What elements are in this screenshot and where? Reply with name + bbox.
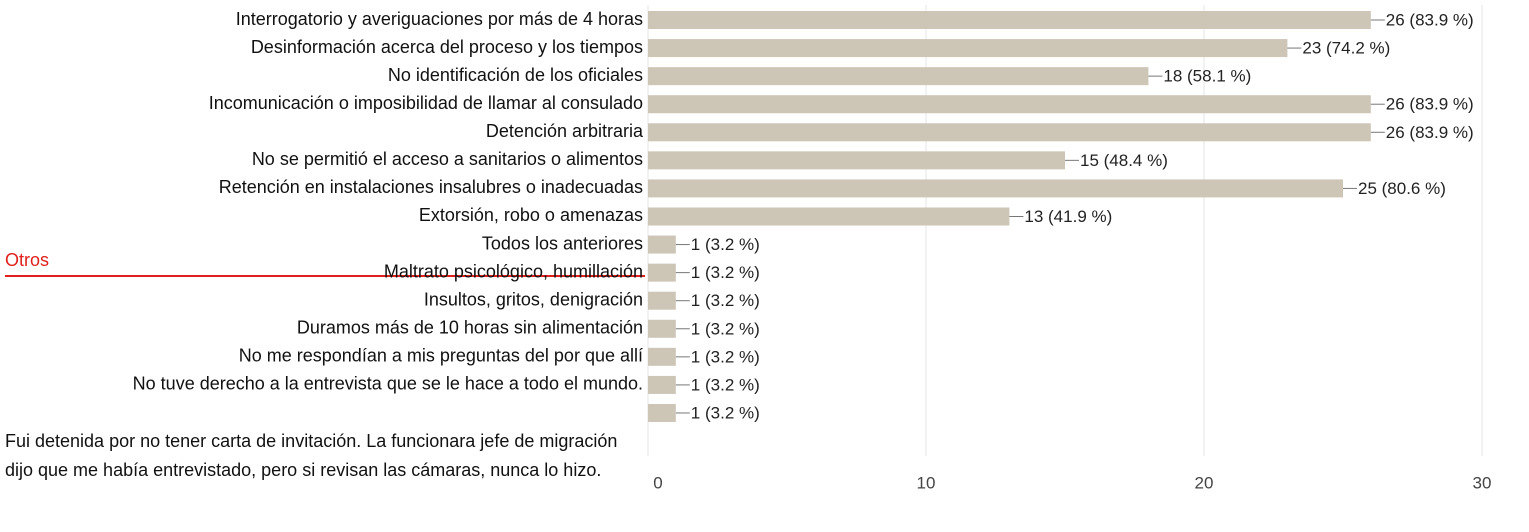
y-tick-label: Interrogatorio y averiguaciones por más … xyxy=(236,9,643,29)
y-tick-label: Extorsión, robo o amenazas xyxy=(419,205,643,225)
value-label: 1 (3.2 %) xyxy=(691,319,760,338)
bar xyxy=(648,263,676,282)
y-tick-label: Maltrato psicológico, humillación xyxy=(384,261,643,281)
bar xyxy=(648,207,1010,226)
bar xyxy=(648,151,1065,170)
y-tick-label: Todos los anteriores xyxy=(482,233,643,253)
bar xyxy=(648,347,676,366)
value-label: 1 (3.2 %) xyxy=(691,347,760,366)
x-tick-label: 20 xyxy=(1195,473,1214,492)
bar xyxy=(648,95,1371,114)
value-label: 13 (41.9 %) xyxy=(1024,207,1112,226)
bar xyxy=(648,11,1371,29)
x-tick-label: 0 xyxy=(653,473,662,492)
y-tick-label: Retención en instalaciones insalubres o … xyxy=(219,177,643,197)
value-label: 1 (3.2 %) xyxy=(691,403,760,422)
bar xyxy=(648,235,676,254)
bar xyxy=(648,291,676,310)
bar xyxy=(648,375,676,394)
value-label: 1 (3.2 %) xyxy=(691,235,760,254)
bar xyxy=(648,67,1149,86)
bar xyxy=(648,123,1371,142)
y-tick-label: No me respondían a mis preguntas del por… xyxy=(239,346,643,366)
bar xyxy=(648,179,1343,198)
y-tick-label: No se permitió el acceso a sanitarios o … xyxy=(252,149,643,169)
y-tick-label: No tuve derecho a la entrevista que se l… xyxy=(133,374,643,394)
y-tick-label: No identificación de los oficiales xyxy=(388,65,643,85)
annotation: Otros xyxy=(5,250,49,270)
value-label: 25 (80.6 %) xyxy=(1358,179,1446,198)
value-label: 1 (3.2 %) xyxy=(691,263,760,282)
y-tick-label: Insultos, gritos, denigración xyxy=(424,289,643,309)
value-label: 26 (83.9 %) xyxy=(1386,10,1474,29)
bar xyxy=(648,403,676,422)
value-label: 18 (58.1 %) xyxy=(1163,67,1251,86)
y-tick-label: Desinformación acerca del proceso y los … xyxy=(251,37,643,57)
x-tick-label: 10 xyxy=(917,473,936,492)
bar xyxy=(648,39,1288,58)
value-label: 26 (83.9 %) xyxy=(1386,95,1474,114)
y-tick-label: Detención arbitraria xyxy=(486,121,644,141)
y-tick-label: Duramos más de 10 horas sin alimentación xyxy=(297,318,643,338)
value-label: 1 (3.2 %) xyxy=(691,375,760,394)
value-label: 1 (3.2 %) xyxy=(691,291,760,310)
bar xyxy=(648,319,676,338)
value-label: 15 (48.4 %) xyxy=(1080,151,1168,170)
value-label: 26 (83.9 %) xyxy=(1386,123,1474,142)
y-tick-label: Incomunicación o imposibilidad de llamar… xyxy=(209,93,643,113)
value-label: 23 (74.2 %) xyxy=(1302,39,1390,58)
x-tick-label: 30 xyxy=(1473,473,1492,492)
long-category-label: Fui detenida por no tener carta de invit… xyxy=(5,431,618,480)
